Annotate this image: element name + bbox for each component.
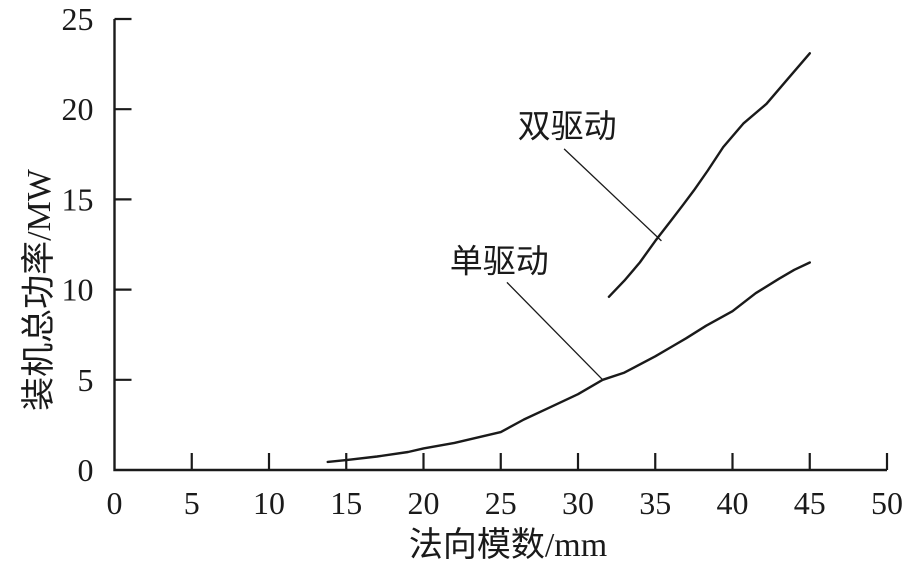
x-tick-label: 45: [794, 485, 826, 521]
x-tick-label: 10: [253, 485, 285, 521]
y-tick-label: 15: [62, 181, 94, 217]
x-axis-title: 法向模数/mm: [409, 526, 607, 564]
x-tick-label: 0: [107, 485, 123, 521]
x-tick-label: 30: [562, 485, 594, 521]
y-tick-label: 10: [62, 272, 94, 308]
x-tick-label: 15: [330, 485, 362, 521]
x-tick-label: 40: [717, 485, 749, 521]
x-tick-label: 5: [184, 485, 200, 521]
y-tick-label: 20: [62, 91, 94, 127]
y-tick-label: 5: [78, 362, 94, 398]
leader-line-single-drive: [506, 281, 604, 381]
x-tick-label: 25: [485, 485, 517, 521]
curve-label-dual-drive: 双驱动: [518, 109, 617, 145]
axes: [113, 17, 889, 472]
x-tick-label: 35: [639, 485, 671, 521]
curve-label-single-drive: 单驱动: [450, 245, 549, 281]
y-axis-title: 装机总功率/MW: [20, 168, 58, 411]
leader-line-dual-drive: [563, 148, 662, 242]
y-tick-label: 0: [78, 452, 94, 488]
series-lines: [326, 52, 811, 464]
series-line-single-drive: [326, 261, 811, 464]
axis-spines: [113, 19, 887, 472]
x-tick-label: 20: [408, 485, 440, 521]
series-line-dual-drive: [607, 52, 811, 298]
tick-labels: 0 5 10 15 20 25 0 5 10 15 20 25 30 35 40 45 50: [62, 1, 904, 521]
y-tick-label: 25: [62, 1, 94, 37]
x-tick-label: 50: [871, 485, 903, 521]
